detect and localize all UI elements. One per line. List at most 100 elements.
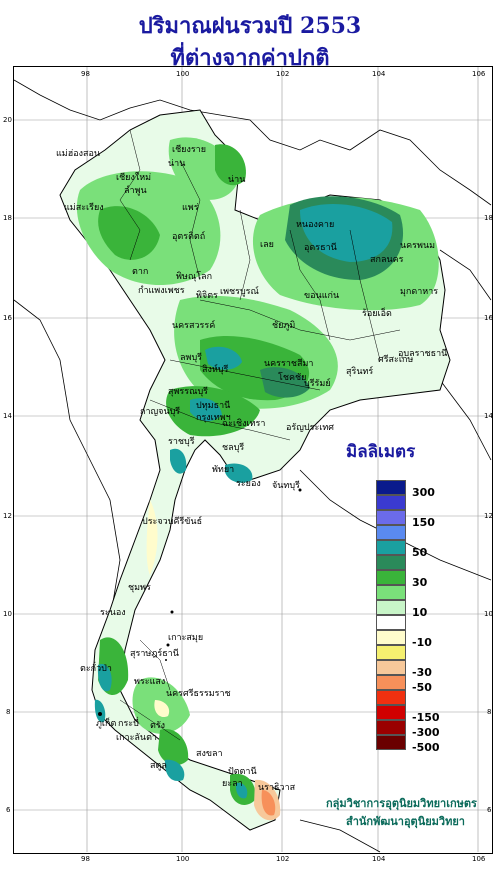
- y-tick-right: 14: [484, 412, 493, 420]
- y-tick-right: 12: [484, 512, 493, 520]
- city-label: อรัญประเทศ: [286, 423, 335, 433]
- city-label: พัทยา: [212, 465, 235, 475]
- legend-swatch: [376, 525, 406, 540]
- x-tick-top: 98: [81, 70, 90, 78]
- city-label: สิงห์บุรี: [202, 365, 229, 375]
- x-tick-top: 102: [276, 70, 290, 78]
- city-label: น่าน: [228, 175, 246, 185]
- city-label: สตูล: [150, 761, 167, 771]
- city-label: เชียงราย: [172, 145, 207, 155]
- legend-swatch: [376, 630, 406, 645]
- city-label: นราธิวาส: [258, 783, 296, 793]
- city-label: พระแสง: [134, 677, 166, 687]
- x-tick-bottom: 98: [81, 855, 90, 863]
- y-tick-right: 18: [484, 214, 493, 222]
- legend-swatch: [376, 570, 406, 585]
- city-label: เลย: [260, 240, 274, 250]
- legend-swatch: [376, 600, 406, 615]
- city-label: อุบลราชธานี: [398, 349, 448, 359]
- legend-swatch: [376, 495, 406, 510]
- x-tick-bottom: 104: [372, 855, 386, 863]
- city-label: แม่ฮ่องสอน: [56, 149, 101, 159]
- city-label: ภูเก็ต: [96, 719, 117, 729]
- credit-line1: กลุ่มวิชาการอุตุนิยมวิทยาเกษตร: [326, 797, 477, 810]
- city-label: พิจิตร: [196, 291, 218, 301]
- islands: [98, 488, 302, 716]
- city-label: แม่สะเรียง: [64, 203, 104, 213]
- city-label: โชคชัย: [278, 373, 307, 383]
- city-label: สุพรรณบุรี: [168, 387, 208, 397]
- city-label: นครศรีธรรมราช: [166, 689, 231, 699]
- city-label: ฉะเชิงเทรา: [222, 419, 266, 429]
- city-label: ราชบุรี: [168, 437, 195, 447]
- legend-swatch: [376, 645, 406, 660]
- legend-unit-label: มิลลิเมตร: [346, 442, 416, 462]
- legend-swatch: [376, 675, 406, 690]
- city-label: ศรีสะเกษ: [378, 355, 414, 365]
- legend-label: -150: [412, 711, 440, 724]
- y-tick-right: 10: [484, 610, 493, 618]
- legend-label: -10: [412, 636, 432, 649]
- city-label: ขอนแก่น: [304, 291, 340, 301]
- city-label: กาญจนบุรี: [140, 407, 181, 417]
- city-label: ชัยภูมิ: [272, 321, 296, 331]
- city-label: เกาะสมุย: [168, 633, 204, 643]
- y-tick-left: 20: [3, 116, 12, 124]
- legend-label: 300: [412, 486, 435, 499]
- city-label: น่าน: [168, 159, 186, 169]
- x-tick-bottom: 102: [276, 855, 290, 863]
- credit-line2: สำนักพัฒนาอุตุนิยมวิทยา: [346, 815, 465, 828]
- legend-swatch: [376, 720, 406, 735]
- city-label: กำแพงเพชร: [138, 286, 185, 296]
- city-label: เชียงใหม่: [116, 173, 152, 183]
- city-label: นครราชสีมา: [264, 359, 314, 369]
- legend-label: 50: [412, 546, 428, 559]
- legend-swatch: [376, 660, 406, 675]
- legend-label: -300: [412, 726, 440, 739]
- city-label: ชลบุรี: [222, 443, 245, 453]
- legend-swatch: [376, 555, 406, 570]
- legend-label: 150: [412, 516, 435, 529]
- y-tick-left: 16: [3, 314, 12, 322]
- y-tick-left: 10: [3, 610, 12, 618]
- y-tick-right: 8: [487, 708, 492, 716]
- legend-label: -30: [412, 666, 432, 679]
- legend-swatch: [376, 540, 406, 555]
- city-label: ระยอง: [236, 479, 261, 489]
- city-label: ปัตตานี: [228, 767, 257, 777]
- legend-swatch: [376, 615, 406, 630]
- city-label: ลพบุรี: [180, 353, 202, 363]
- legend-swatch: [376, 690, 406, 705]
- x-tick-top: 104: [372, 70, 386, 78]
- map-title-line1: ปริมาณฝนรวมปี 2553: [138, 13, 362, 39]
- city-label: ร้อยเอ็ด: [362, 309, 392, 319]
- legend-swatch: [376, 480, 406, 495]
- y-tick-left: 6: [6, 806, 11, 814]
- legend-label: -50: [412, 681, 432, 694]
- legend-label: -500: [412, 741, 440, 754]
- x-tick-bottom: 100: [176, 855, 190, 863]
- y-tick-right: 16: [484, 314, 493, 322]
- city-label: สกลนคร: [370, 255, 404, 265]
- city-label: สุรินทร์: [346, 367, 374, 377]
- legend-swatch: [376, 705, 406, 720]
- city-label: จันทบุรี: [272, 481, 300, 491]
- y-tick-left: 14: [3, 412, 12, 420]
- city-label: กระบี่: [118, 719, 139, 729]
- city-label: เพชรบูรณ์: [220, 287, 259, 297]
- legend-swatch: [376, 510, 406, 525]
- y-tick-left: 8: [6, 708, 11, 716]
- city-label: สงขลา: [196, 749, 223, 759]
- city-label: นครพนม: [400, 241, 436, 251]
- city-label: ตาก: [132, 267, 149, 277]
- y-tick-left: 18: [3, 214, 12, 222]
- city-label: สุราษฎร์ธานี: [130, 649, 179, 659]
- city-label: ตะกั่วป่า: [80, 664, 112, 674]
- city-label: เกาะลันตา: [116, 733, 157, 743]
- x-tick-top: 100: [176, 70, 190, 78]
- city-label: หนองคาย: [296, 220, 335, 230]
- city-label: ยะลา: [222, 779, 243, 789]
- city-label: นครสวรรค์: [172, 321, 216, 331]
- city-label: มุกดาหาร: [400, 287, 439, 297]
